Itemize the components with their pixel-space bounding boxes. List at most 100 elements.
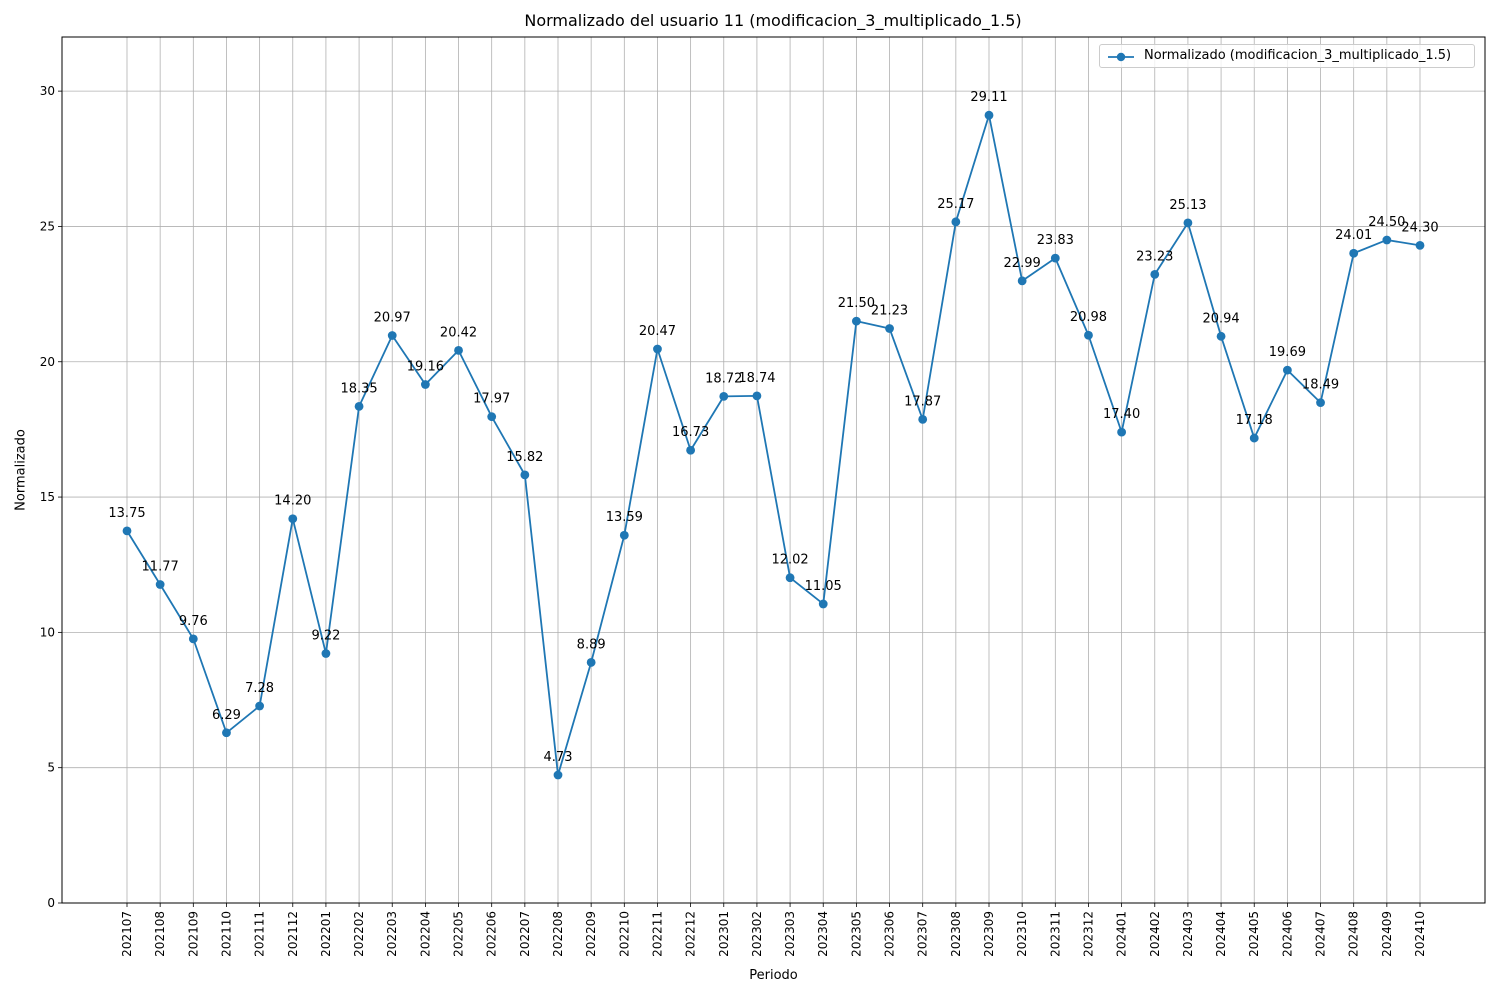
x-tick-label: 202107 <box>120 911 134 957</box>
x-tick-label: 202408 <box>1347 911 1361 957</box>
legend: Normalizado (modificacion_3_multiplicado… <box>1099 44 1475 68</box>
x-tick-label: 202108 <box>153 911 167 957</box>
x-tick-label: 202409 <box>1380 911 1394 957</box>
data-point <box>553 770 563 780</box>
x-tick-label: 202310 <box>1015 911 1029 957</box>
data-point <box>586 658 596 667</box>
data-label: 18.72 <box>705 371 742 386</box>
data-label: 24.50 <box>1368 215 1405 230</box>
data-label: 20.42 <box>440 325 477 340</box>
x-tick-label: 202212 <box>684 911 698 957</box>
data-point <box>454 345 463 355</box>
x-tick-label: 202406 <box>1280 911 1294 957</box>
legend-line-marker-icon <box>1108 52 1134 62</box>
data-label: 11.05 <box>805 579 842 594</box>
x-tick-label: 202303 <box>783 911 797 957</box>
x-tick-label: 202205 <box>452 911 466 957</box>
data-point <box>420 380 430 389</box>
x-tick-label: 202306 <box>883 911 897 957</box>
data-point <box>1117 427 1127 437</box>
data-point <box>188 634 198 644</box>
y-axis-label: Normalizado <box>13 429 29 511</box>
x-tick-label: 202208 <box>551 911 565 957</box>
chart-title: Normalizado del usuario 11 (modificacion… <box>524 11 1022 30</box>
data-point <box>719 391 729 401</box>
data-label: 18.35 <box>340 381 377 396</box>
x-tick-label: 202204 <box>418 911 432 957</box>
data-label: 20.97 <box>374 310 411 325</box>
x-tick-label: 202304 <box>816 911 830 957</box>
data-point <box>885 324 894 333</box>
x-tick-label: 202405 <box>1247 911 1261 957</box>
data-label: 24.30 <box>1401 220 1438 235</box>
data-point <box>619 530 629 540</box>
x-tick-label: 202202 <box>352 911 366 957</box>
data-point <box>520 470 530 480</box>
data-label: 18.74 <box>738 371 775 386</box>
data-label: 7.28 <box>245 681 274 696</box>
data-label: 13.75 <box>108 506 145 521</box>
x-tick-label: 202307 <box>916 911 930 957</box>
data-label: 19.16 <box>407 359 444 374</box>
data-label: 24.01 <box>1335 228 1372 243</box>
data-point <box>122 526 132 536</box>
data-label: 4.73 <box>544 750 573 765</box>
data-label: 8.89 <box>577 637 606 652</box>
y-tick-label: 20 <box>40 355 55 369</box>
x-tick-label: 202210 <box>617 911 631 957</box>
data-label: 9.76 <box>179 614 208 629</box>
x-axis-ticks: 202107 202108 202109 202110 202111 202112 2022… <box>120 903 1427 957</box>
data-point <box>1084 330 1093 340</box>
y-tick-label: 10 <box>40 625 55 639</box>
data-point <box>818 599 828 609</box>
series-line <box>126 114 1421 776</box>
x-tick-label: 202404 <box>1214 911 1228 957</box>
x-tick-label: 202112 <box>286 911 300 957</box>
data-label: 18.49 <box>1302 378 1339 393</box>
data-point <box>653 344 662 354</box>
x-tick-label: 202209 <box>584 911 598 957</box>
y-tick-label: 30 <box>40 84 55 98</box>
plot-frame <box>61 36 1486 904</box>
x-tick-label: 202203 <box>385 911 399 957</box>
x-tick-label: 202308 <box>949 911 963 957</box>
data-point <box>1349 248 1359 258</box>
data-point <box>1216 331 1226 341</box>
data-label: 13.59 <box>606 510 643 525</box>
grid-lines <box>62 37 1485 904</box>
series-group <box>122 110 1425 780</box>
y-tick-label: 25 <box>40 219 55 233</box>
data-point <box>387 331 397 340</box>
data-label: 20.94 <box>1202 311 1239 326</box>
x-tick-label: 202402 <box>1148 911 1162 957</box>
data-point <box>1382 235 1392 245</box>
data-point <box>984 110 994 120</box>
data-point <box>785 573 795 583</box>
data-point <box>1316 398 1325 408</box>
data-label: 11.77 <box>142 559 179 574</box>
data-point <box>1150 269 1160 279</box>
x-tick-label: 202201 <box>319 911 333 957</box>
data-label: 16.73 <box>672 425 709 440</box>
data-point <box>951 217 961 227</box>
data-label: 20.47 <box>639 324 676 339</box>
data-label: 23.83 <box>1037 233 1074 248</box>
x-tick-label: 202403 <box>1181 911 1195 957</box>
data-point <box>255 701 265 711</box>
x-tick-label: 202207 <box>518 911 532 957</box>
x-tick-label: 202301 <box>717 911 731 957</box>
data-label: 19.69 <box>1269 345 1306 360</box>
data-point <box>1183 218 1193 228</box>
y-tick-label: 5 <box>47 761 55 775</box>
data-point <box>918 414 928 424</box>
x-tick-label: 202311 <box>1048 911 1062 957</box>
data-label: 21.50 <box>838 296 875 311</box>
x-tick-label: 202309 <box>982 911 996 957</box>
data-label: 14.20 <box>274 494 311 509</box>
data-point <box>487 412 497 422</box>
data-point <box>686 445 696 455</box>
x-tick-label: 202109 <box>186 911 200 957</box>
x-tick-label: 202206 <box>485 911 499 957</box>
data-point <box>1415 240 1425 250</box>
